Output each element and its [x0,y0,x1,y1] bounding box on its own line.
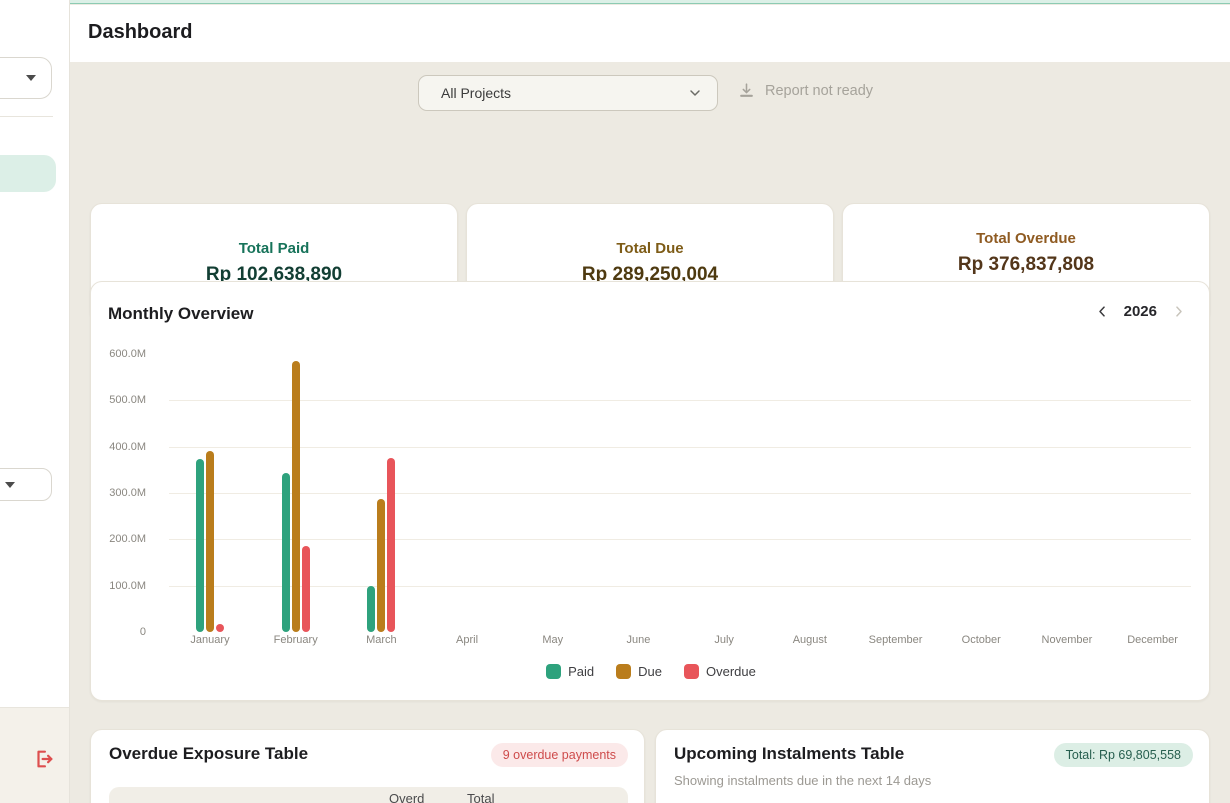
bar-paid-march[interactable] [367,586,375,632]
x-axis-label: October [962,634,1001,646]
gridline [169,586,1191,587]
upcoming-table-subtitle: Showing instalments due in the next 14 d… [674,773,931,788]
chart-legend: Paid Due Overdue [91,664,1211,679]
top-notice-strip [70,0,1230,4]
x-axis-label: April [456,634,478,646]
stat-label: Total Due [616,240,683,257]
bar-overdue-january[interactable] [216,624,224,632]
y-axis-tick: 200.0M [96,533,146,545]
x-axis-label: September [869,634,923,646]
x-axis-label: March [366,634,397,646]
upcoming-total-badge: Total: Rp 69,805,558 [1054,743,1193,767]
sidebar [0,0,70,803]
overdue-table-title: Overdue Exposure Table [109,744,308,764]
bar-due-march[interactable] [377,499,385,632]
page-header: Dashboard [70,5,1230,62]
overdue-exposure-card: Overdue Exposure Table 9 overdue payment… [90,729,645,803]
logout-icon [33,748,55,770]
bar-chart-plot: 600.0M 500.0M 400.0M 300.0M 200.0M 100.0M 0 Jan… [91,282,1211,702]
bar-paid-january[interactable] [196,459,204,632]
chevron-down-icon [687,85,703,101]
sidebar-top-select[interactable] [0,57,52,99]
x-axis-label: January [190,634,229,646]
logout-button[interactable] [33,748,55,770]
legend-swatch [546,664,561,679]
bar-due-february[interactable] [292,361,300,632]
bar-overdue-february[interactable] [302,546,310,632]
legend-label: Due [638,664,662,679]
overdue-count-badge: 9 overdue payments [491,743,628,767]
legend-swatch [616,664,631,679]
y-axis-tick: 300.0M [96,487,146,499]
x-axis-label: February [274,634,318,646]
upcoming-table-title: Upcoming Instalments Table [674,744,904,764]
sidebar-lower-select[interactable] [0,468,52,501]
download-icon [738,82,755,99]
sidebar-footer [0,707,69,803]
legend-item-paid[interactable]: Paid [546,664,594,679]
y-axis-tick: 600.0M [96,348,146,360]
table-header-cell: Total [467,791,494,803]
bar-paid-february[interactable] [282,473,290,632]
legend-item-overdue[interactable]: Overdue [684,664,756,679]
chevron-down-icon [5,482,15,488]
y-axis-tick: 400.0M [96,441,146,453]
x-axis-label: June [627,634,651,646]
x-axis-label: November [1042,634,1093,646]
bar-due-january[interactable] [206,451,214,632]
stat-value: Rp 376,837,808 [958,254,1094,276]
gridline [169,539,1191,540]
chevron-down-icon [26,75,36,81]
report-status-label: Report not ready [765,83,873,99]
gridline [169,493,1191,494]
legend-label: Overdue [706,664,756,679]
upcoming-instalments-card: Upcoming Instalments Table Total: Rp 69,… [655,729,1210,803]
y-axis-tick: 0 [96,626,146,638]
bar-overdue-march[interactable] [387,458,395,632]
legend-label: Paid [568,664,594,679]
y-axis-tick: 500.0M [96,394,146,406]
y-axis-tick: 100.0M [96,580,146,592]
gridline [169,447,1191,448]
content: All Projects Report not ready Total Paid… [70,62,1230,803]
project-filter-select[interactable]: All Projects [418,75,718,111]
sidebar-active-item[interactable] [0,155,56,192]
main-area: Dashboard All Projects Report not ready … [70,0,1230,803]
stat-label: Total Paid [239,240,310,257]
table-header-row: Overd Total [109,787,628,803]
x-axis-label: December [1127,634,1178,646]
x-axis-label: July [714,634,734,646]
page-title: Dashboard [88,21,192,44]
gridline [169,400,1191,401]
stat-label: Total Overdue [976,230,1076,247]
project-filter-value: All Projects [441,85,687,101]
x-axis-label: August [793,634,827,646]
download-report-button[interactable]: Report not ready [738,82,873,99]
monthly-overview-card: Monthly Overview 2026 600.0M500.0M400.0M… [90,281,1210,701]
legend-swatch [684,664,699,679]
legend-item-due[interactable]: Due [616,664,662,679]
x-axis-label: May [542,634,563,646]
table-header-cell: Overd [389,791,424,803]
sidebar-divider [0,116,53,117]
